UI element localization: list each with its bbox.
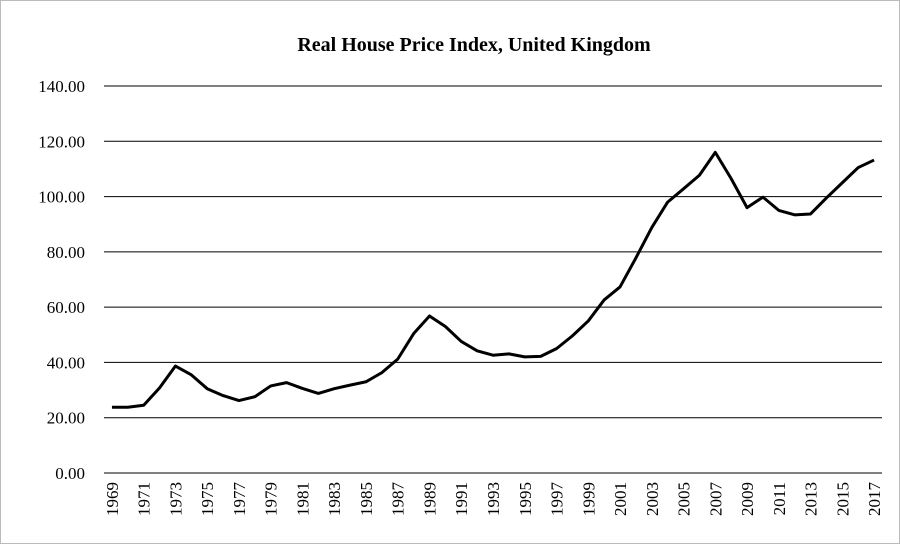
x-tick-label: 1979 (262, 482, 281, 516)
y-tick-label: 60.00 (47, 298, 85, 317)
chart-title: Real House Price Index, United Kingdom (297, 34, 651, 56)
x-tick-label: 2015 (833, 482, 852, 516)
y-tick-label: 100.00 (38, 188, 85, 207)
x-tick-label: 2003 (643, 482, 662, 516)
x-tick-label: 2017 (865, 482, 884, 517)
y-tick-label: 40.00 (47, 353, 85, 372)
x-tick-label: 1993 (484, 482, 503, 516)
x-tick-label: 1973 (166, 482, 185, 516)
x-tick-label: 1995 (516, 482, 535, 516)
x-tick-label: 2001 (611, 482, 630, 516)
data-line (111, 150, 875, 409)
x-tick-label: 1975 (198, 482, 217, 516)
x-tick-label: 2007 (706, 482, 725, 517)
x-tick-label: 1977 (230, 482, 249, 517)
x-tick-label: 2009 (738, 482, 757, 516)
y-tick-label: 80.00 (47, 243, 85, 262)
x-tick-label: 1989 (420, 482, 439, 516)
x-tick-label: 1971 (135, 482, 154, 516)
y-tick-label: 120.00 (38, 132, 85, 151)
x-tick-label: 1991 (452, 482, 471, 516)
x-tick-label: 1997 (548, 482, 567, 517)
x-tick-label: 2005 (675, 482, 694, 516)
x-tick-label: 1981 (293, 482, 312, 516)
x-tick-label: 2013 (802, 482, 821, 516)
x-tick-label: 1985 (357, 482, 376, 516)
y-tick-label: 20.00 (47, 409, 85, 428)
y-tick-label: 0.00 (55, 464, 85, 483)
x-tick-label: 1969 (103, 482, 122, 516)
y-tick-label: 140.00 (38, 77, 85, 96)
x-tick-label: 1987 (389, 482, 408, 517)
x-tick-label: 1983 (325, 482, 344, 516)
x-tick-label: 2011 (770, 482, 789, 515)
x-tick-label: 1999 (579, 482, 598, 516)
